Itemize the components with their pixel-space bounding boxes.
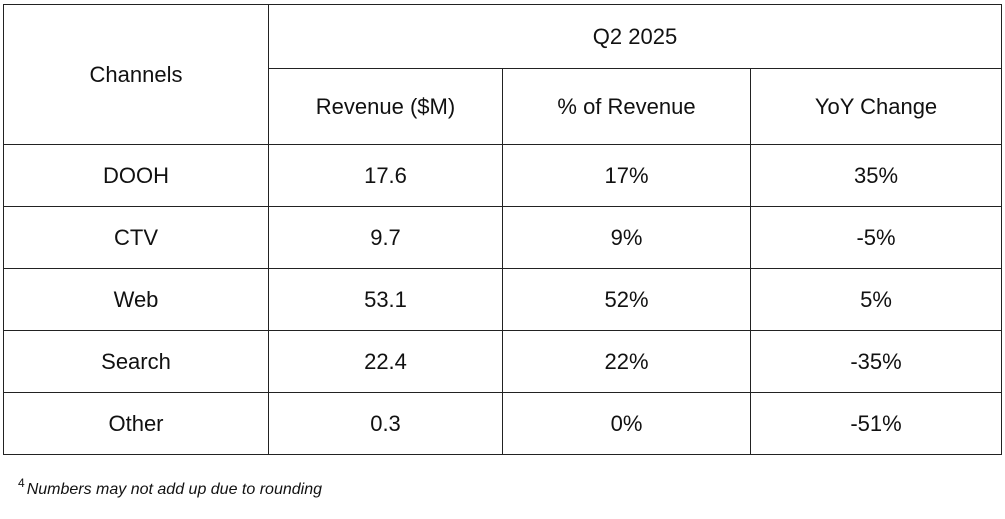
cell-percent: 52% <box>502 268 751 331</box>
cell-revenue: 9.7 <box>268 206 503 269</box>
header-yoy-change: YoY Change <box>750 68 1002 145</box>
table-row: Other 0.3 0% -51% <box>3 392 1002 455</box>
footnote-marker: 4 <box>18 476 25 490</box>
revenue-table: Channels Q2 2025 Revenue ($M) % of Reven… <box>3 4 1002 455</box>
cell-channel: DOOH <box>3 144 269 207</box>
table-row: Web 53.1 52% 5% <box>3 268 1002 331</box>
cell-channel: Other <box>3 392 269 455</box>
cell-channel: Web <box>3 268 269 331</box>
cell-revenue: 53.1 <box>268 268 503 331</box>
footnote-text: Numbers may not add up due to rounding <box>26 481 322 498</box>
cell-yoy: -51% <box>750 392 1002 455</box>
cell-percent: 9% <box>502 206 751 269</box>
cell-revenue: 0.3 <box>268 392 503 455</box>
footnote: 4 Numbers may not add up due to rounding <box>18 476 322 499</box>
cell-revenue: 17.6 <box>268 144 503 207</box>
header-period: Q2 2025 <box>268 4 1002 69</box>
cell-yoy: -35% <box>750 330 1002 393</box>
header-channels: Channels <box>3 4 269 145</box>
cell-yoy: 5% <box>750 268 1002 331</box>
cell-channel: CTV <box>3 206 269 269</box>
table-row: DOOH 17.6 17% 35% <box>3 144 1002 207</box>
cell-yoy: -5% <box>750 206 1002 269</box>
table-row: CTV 9.7 9% -5% <box>3 206 1002 269</box>
header-percent-of-revenue: % of Revenue <box>502 68 751 145</box>
cell-percent: 17% <box>502 144 751 207</box>
cell-revenue: 22.4 <box>268 330 503 393</box>
cell-channel: Search <box>3 330 269 393</box>
cell-yoy: 35% <box>750 144 1002 207</box>
cell-percent: 0% <box>502 392 751 455</box>
table-row: Search 22.4 22% -35% <box>3 330 1002 393</box>
cell-percent: 22% <box>502 330 751 393</box>
header-revenue: Revenue ($M) <box>268 68 503 145</box>
